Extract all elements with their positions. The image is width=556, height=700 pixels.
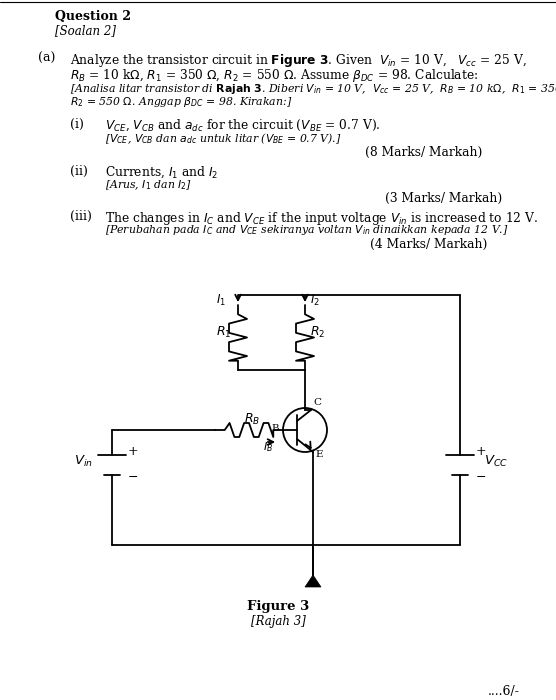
Text: Currents, $I_1$ and $I_2$: Currents, $I_1$ and $I_2$ <box>105 165 219 181</box>
Text: C: C <box>313 398 321 407</box>
Text: $I_B$: $I_B$ <box>263 440 273 454</box>
Text: $R_B$ = 10 k$\Omega$, $R_1$ = 350 $\Omega$, $R_2$ = 550 $\Omega$. Assume $\beta_: $R_B$ = 10 k$\Omega$, $R_1$ = 350 $\Omeg… <box>70 67 478 84</box>
Text: $V_{CC}$: $V_{CC}$ <box>484 454 508 468</box>
Text: [Analisa litar transistor di $\mathbf{Rajah\ 3}$. Diberi $V_{in}$ = 10 V,  $V_{c: [Analisa litar transistor di $\mathbf{Ra… <box>70 82 556 96</box>
Text: [Arus, $I_1$ dan $I_2$]: [Arus, $I_1$ dan $I_2$] <box>105 178 192 192</box>
Text: (4 Marks/ Markah): (4 Marks/ Markah) <box>370 238 488 251</box>
Polygon shape <box>305 575 321 587</box>
Text: $I_2$: $I_2$ <box>310 293 320 308</box>
Text: +: + <box>128 445 138 458</box>
Text: Question 2: Question 2 <box>55 10 131 23</box>
Text: $R_B$: $R_B$ <box>244 412 260 427</box>
Text: ....6/-: ....6/- <box>488 685 520 698</box>
Text: (a): (a) <box>38 52 56 65</box>
Text: [Rajah 3]: [Rajah 3] <box>251 615 305 628</box>
Text: (i): (i) <box>70 118 84 131</box>
Text: [$V_{CE}$, $V_{CB}$ dan $a_{dc}$ untuk litar ($V_{BE}$ = 0.7 V).]: [$V_{CE}$, $V_{CB}$ dan $a_{dc}$ untuk l… <box>105 131 341 146</box>
Text: E: E <box>315 450 322 459</box>
Text: [Soalan 2]: [Soalan 2] <box>55 24 116 37</box>
Text: $V_{CE}$, $V_{CB}$ and $a_{dc}$ for the circuit ($V_{BE}$ = 0.7 V).: $V_{CE}$, $V_{CB}$ and $a_{dc}$ for the … <box>105 118 381 134</box>
Text: (ii): (ii) <box>70 165 88 178</box>
Text: B: B <box>271 424 279 433</box>
Text: $I_1$: $I_1$ <box>216 293 226 308</box>
Text: Analyze the transistor circuit in $\mathbf{Figure\ 3}$. Given  $V_{in}$ = 10 V, : Analyze the transistor circuit in $\math… <box>70 52 527 69</box>
Text: (3 Marks/ Markah): (3 Marks/ Markah) <box>385 192 502 205</box>
Text: (8 Marks/ Markah): (8 Marks/ Markah) <box>365 146 483 159</box>
Text: [Perubahan pada $I_C$ and $V_{CE}$ sekiranya voltan $V_{in}$ dinaikkan kepada 12: [Perubahan pada $I_C$ and $V_{CE}$ sekir… <box>105 223 509 237</box>
Text: $R_2$ = 550 $\Omega$. Anggap $\beta_{DC}$ = 98. Kirakan:]: $R_2$ = 550 $\Omega$. Anggap $\beta_{DC}… <box>70 95 292 109</box>
Text: (iii): (iii) <box>70 210 92 223</box>
Text: $R_1$: $R_1$ <box>216 325 231 340</box>
Text: $R_2$: $R_2$ <box>310 325 325 340</box>
Text: −: − <box>128 471 138 484</box>
Text: $V_{in}$: $V_{in}$ <box>74 454 93 468</box>
Text: +: + <box>476 445 486 458</box>
Text: Figure 3: Figure 3 <box>247 600 309 613</box>
Text: −: − <box>476 471 486 484</box>
Text: The changes in $I_C$ and $V_{CE}$ if the input voltage $V_{in}$ is increased to : The changes in $I_C$ and $V_{CE}$ if the… <box>105 210 538 227</box>
